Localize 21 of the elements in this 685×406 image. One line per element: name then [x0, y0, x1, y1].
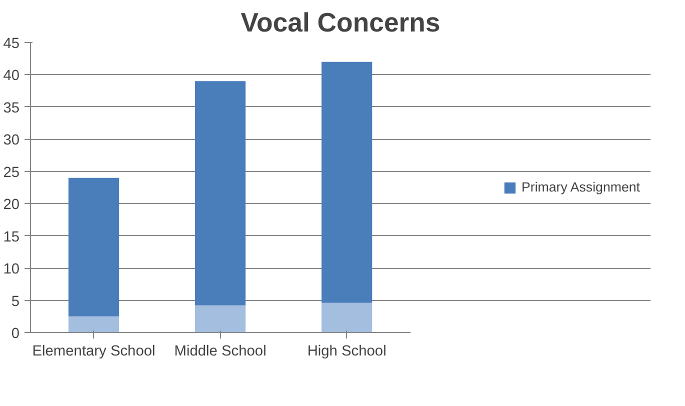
chart-title: Vocal Concerns: [240, 8, 440, 38]
y-tick-label: 10: [3, 262, 20, 278]
x-tick-label: Middle School: [174, 344, 266, 360]
bar: [194, 305, 246, 332]
bar: [322, 302, 372, 332]
y-tick-label: 45: [3, 36, 20, 52]
bar: [68, 178, 120, 316]
y-tick-label: 30: [3, 132, 20, 149]
y-tick-label: 35: [3, 100, 20, 116]
y-tick-label: 20: [3, 197, 20, 214]
bar: [68, 316, 120, 332]
y-tick-label: 5: [11, 294, 20, 310]
y-tick-label: 25: [3, 164, 20, 181]
x-tick-label: High School: [307, 344, 386, 360]
y-tick-label: 40: [3, 68, 20, 84]
y-tick-label: 0: [11, 326, 20, 342]
y-tick-label: 15: [3, 229, 20, 246]
legend-label: Primary Assignment: [521, 180, 640, 194]
x-tick-label: Elementary School: [32, 344, 156, 360]
bar: [194, 81, 246, 306]
bar: [322, 62, 372, 303]
